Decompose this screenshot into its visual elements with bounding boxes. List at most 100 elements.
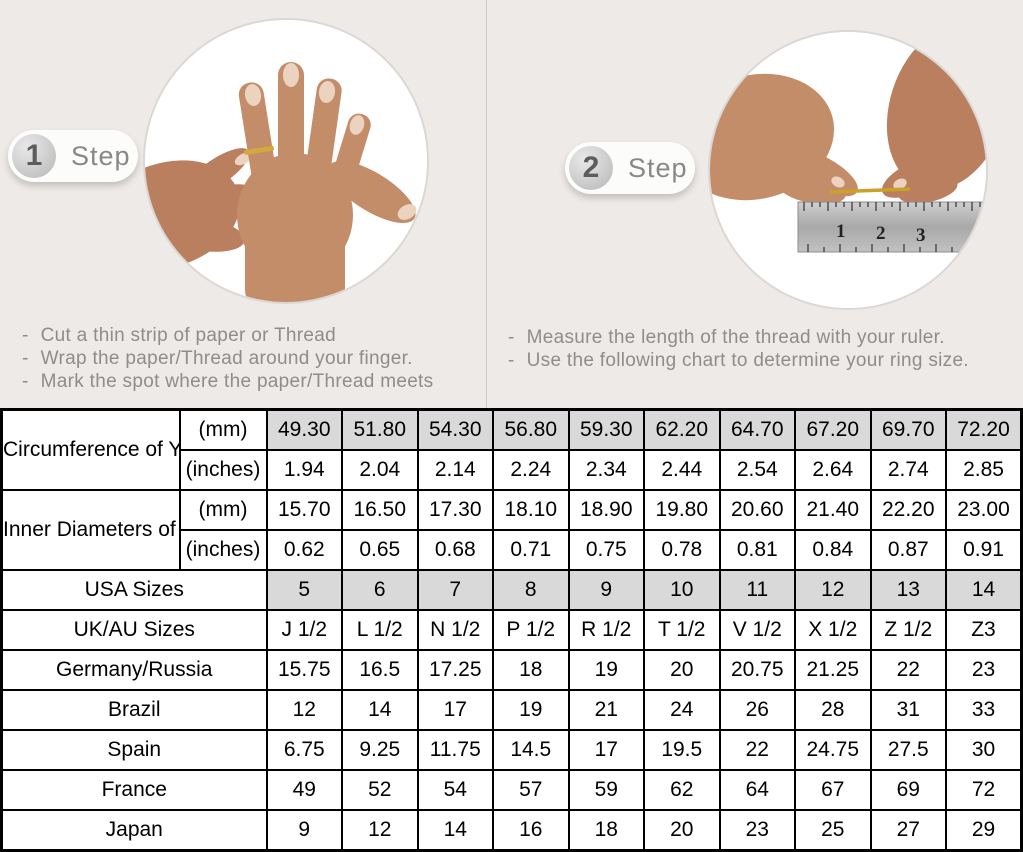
size-cell: 0.84: [794, 529, 872, 571]
size-cell: 17: [416, 689, 494, 731]
size-cell: 18.90: [567, 489, 645, 531]
size-cell: 0.65: [341, 529, 419, 571]
ruler: 1 2 3: [797, 201, 986, 253]
size-cell: 14: [341, 689, 419, 731]
size-cell: 30: [945, 729, 1023, 771]
size-cell: 9.25: [341, 729, 419, 771]
ruler-number-3: 3: [916, 225, 926, 246]
row-label: UK/AU Sizes: [0, 609, 268, 651]
size-cell: 22: [718, 729, 796, 771]
row-label: USA Sizes: [0, 569, 268, 611]
row-label: Brazil: [0, 689, 268, 731]
size-cell: 0.78: [643, 529, 721, 571]
size-cell: 12: [794, 569, 872, 611]
size-cell: 20.75: [718, 649, 796, 691]
table-row: Spain 6.75 9.25 11.75 14.5 17 19.5 22 24.75 27.5 3…: [0, 729, 1023, 771]
instruction-item: - Wrap the paper/Thread around your finge…: [22, 348, 413, 369]
row-label: Japan: [0, 809, 268, 852]
size-cell: 15.70: [265, 489, 343, 531]
size-cell: 17.25: [416, 649, 494, 691]
step2-number: 2: [569, 146, 613, 190]
size-cell: 8: [492, 569, 570, 611]
table-row: USA Sizes 5 6 7 8 9 10 11 12 13 14: [0, 569, 1023, 611]
size-cell: 2.34: [567, 449, 645, 491]
size-cell: 2.14: [416, 449, 494, 491]
size-cell: 19: [492, 689, 570, 731]
size-cell: 17: [567, 729, 645, 771]
row-label: Spain: [0, 729, 268, 771]
size-cell: 24.75: [794, 729, 872, 771]
instruction-item: - Measure the length of the thread with y…: [508, 327, 945, 348]
step2-photo: 1 2 3: [708, 30, 988, 310]
size-cell: 62: [643, 769, 721, 811]
size-cell: 11: [718, 569, 796, 611]
size-cell: 49.30: [265, 408, 343, 451]
gold-thread: [244, 145, 274, 155]
size-cell: 31: [869, 689, 947, 731]
size-cell: 26: [718, 689, 796, 731]
size-cell: 18: [492, 649, 570, 691]
size-cell: 5: [265, 569, 343, 611]
size-cell: 21.25: [794, 649, 872, 691]
table-row: Japan 9 12 14 16 18 20 23 25 27 29: [0, 809, 1023, 852]
size-cell: 16.50: [341, 489, 419, 531]
size-cell: 27.5: [869, 729, 947, 771]
size-cell: 67: [794, 769, 872, 811]
size-cell: 59: [567, 769, 645, 811]
size-cell: 24: [643, 689, 721, 731]
size-cell: 29: [945, 809, 1023, 852]
size-cell: 14: [416, 809, 494, 852]
size-cell: J 1/2: [265, 609, 343, 651]
size-cell: 10: [643, 569, 721, 611]
size-cell: 54.30: [416, 408, 494, 451]
size-cell: 69: [869, 769, 947, 811]
ring-size-chart-body: Circumference of Your Finger(mm)49.3051.…: [0, 408, 1023, 852]
size-cell: X 1/2: [794, 609, 872, 651]
size-cell: 17.30: [416, 489, 494, 531]
size-cell: 59.30: [567, 408, 645, 451]
size-cell: 19: [567, 649, 645, 691]
size-cell: 25: [794, 809, 872, 852]
size-cell: V 1/2: [718, 609, 796, 651]
size-cell: N 1/2: [416, 609, 494, 651]
size-cell: 16.5: [341, 649, 419, 691]
table-row: (inches) 0.62 0.65 0.68 0.71 0.75 0.78 0.81 0.84…: [2, 529, 1023, 571]
unit-label: (inches): [178, 449, 268, 491]
size-cell: 20: [643, 649, 721, 691]
unit-label: (mm): [178, 489, 268, 531]
size-cell: 64.70: [718, 408, 796, 451]
size-cell: 9: [265, 809, 343, 852]
size-cell: 21.40: [794, 489, 872, 531]
size-cell: 0.87: [869, 529, 947, 571]
size-cell: 56.80: [492, 408, 570, 451]
size-cell: 64: [718, 769, 796, 811]
unit-label: (inches): [178, 529, 268, 571]
size-cell: 16: [492, 809, 570, 852]
size-cell: 2.64: [794, 449, 872, 491]
size-cell: 9: [567, 569, 645, 611]
size-cell: 22: [869, 649, 947, 691]
size-cell: L 1/2: [341, 609, 419, 651]
step2-badge: 2 Step: [565, 142, 695, 194]
size-cell: 2.74: [869, 449, 947, 491]
size-cell: 0.81: [718, 529, 796, 571]
step2-label: Step: [628, 152, 688, 183]
size-cell: 23.00: [945, 489, 1023, 531]
size-cell: 72: [945, 769, 1023, 811]
unit-label: (mm): [178, 408, 268, 451]
row-group-label: Circumference of Your Finger: [0, 408, 181, 491]
table-row: Brazil 12 14 17 19 21 24 26 28 31 33: [0, 689, 1023, 731]
table-row: UK/AU Sizes J 1/2 L 1/2 N 1/2 P 1/2 R 1/2 T 1/…: [0, 609, 1023, 651]
gold-thread: [829, 187, 911, 194]
size-cell: 69.70: [869, 408, 947, 451]
size-cell: 6.75: [265, 729, 343, 771]
step2-instructions: - Measure the length of the thread with y…: [508, 326, 969, 372]
table-row: (inches) 1.94 2.04 2.14 2.24 2.34 2.44 2.54 2.64…: [2, 449, 1023, 491]
size-cell: 12: [341, 809, 419, 852]
instruction-item: - Use the following chart to determine yo…: [508, 350, 969, 371]
size-cell: 14: [945, 569, 1023, 611]
table-row: Inner Diameters of Rings(mm)15.7016.5017…: [0, 489, 1023, 571]
size-cell: 20.60: [718, 489, 796, 531]
step1-label: Step: [71, 140, 131, 171]
table-row: France 49 52 54 57 59 62 64 67 69 72: [0, 769, 1023, 811]
